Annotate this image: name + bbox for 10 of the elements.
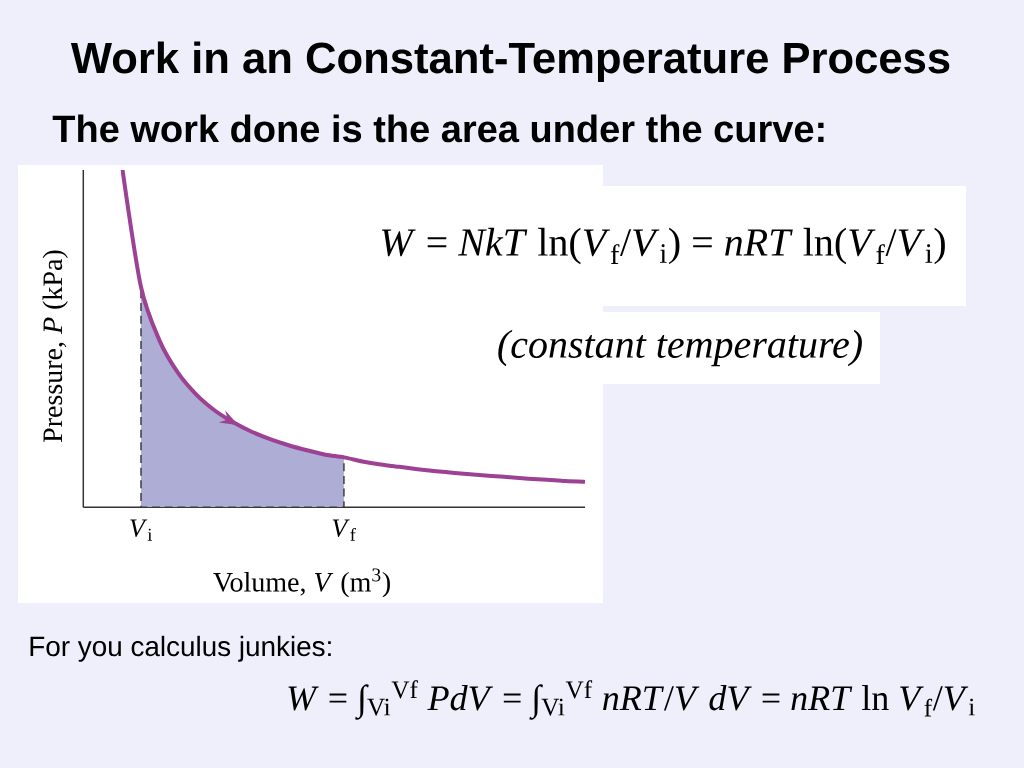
chart-subtitle: The work done is the area under the curve: [52, 114, 824, 143]
text: W = ∫$_{Vi}$$^{Vf}$ PdV = ∫$_{Vi}$$^{Vf}$ nRT/V dV = nRT ln V$_{f}$/V$_{i}$ [288, 680, 975, 720]
annotation: (constant temperature) [498, 329, 862, 367]
text: For you calculus junkies: [30, 635, 331, 662]
y-axis-title: Pressure, P (kPa) [42, 250, 68, 443]
x-axis-title: Volume, V (m$^{3}$) [213, 568, 390, 598]
x-tick-label: V$_{f}$ [332, 519, 356, 541]
x-tick-label: V$_{i}$ [130, 519, 153, 541]
text: W = NkT ln(V$_{f}$/V$_{i}$) = nRT ln(V$_{f}$/V$_{i}$) [382, 227, 945, 265]
chart-title: Work in an Constant-Temperature Process [70, 41, 950, 83]
